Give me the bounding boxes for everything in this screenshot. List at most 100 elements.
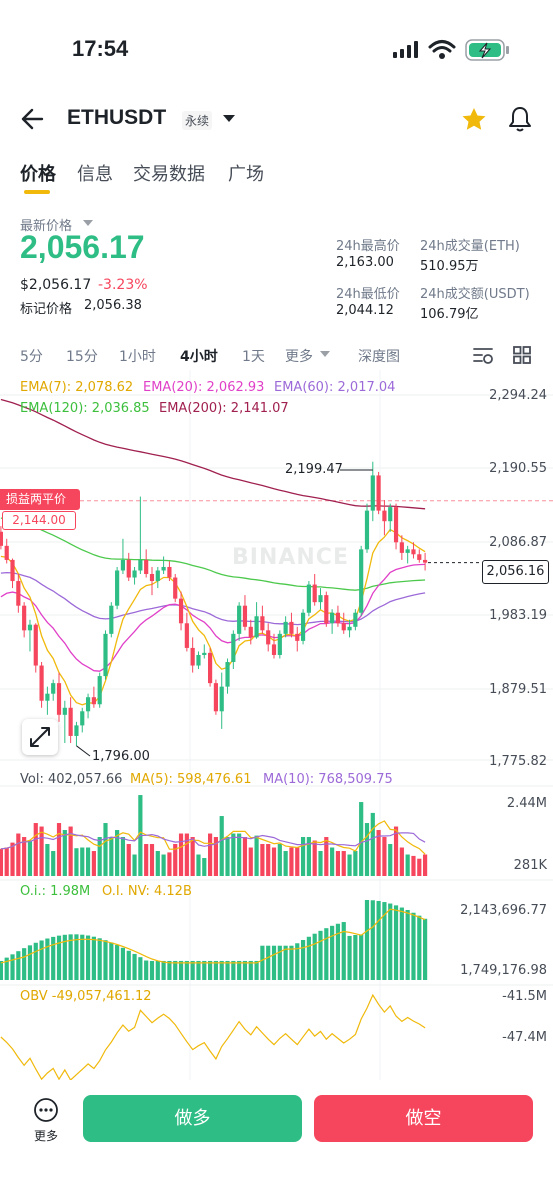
mark-price: 2,056.38: [84, 298, 142, 313]
volume-bar: [417, 858, 422, 876]
expand-icon: [30, 727, 50, 747]
oi-bar: [277, 945, 282, 980]
volume-bar: [248, 847, 253, 876]
interval-4h[interactable]: 4小时: [180, 349, 218, 365]
oi-bar: [388, 903, 393, 980]
favorite-star-icon[interactable]: [460, 106, 488, 132]
oi-bar: [359, 934, 364, 980]
kline-chart[interactable]: [0, 370, 553, 1080]
volume-bar: [353, 851, 358, 876]
candle-body: [109, 605, 114, 634]
long-button[interactable]: 做多: [83, 1095, 302, 1142]
back-arrow-icon[interactable]: [20, 107, 46, 131]
candle-body: [16, 581, 21, 606]
candle-body: [423, 559, 428, 563]
oi-bar: [347, 935, 352, 980]
candle-body: [213, 683, 218, 712]
candle-body: [202, 652, 207, 655]
pair-title[interactable]: ETHUSDT: [67, 106, 167, 129]
indicator-settings-icon[interactable]: [472, 345, 494, 365]
volume-bar: [254, 835, 259, 876]
interval-1d[interactable]: 1天: [242, 349, 265, 365]
candle-body: [289, 621, 294, 634]
candle-body: [324, 595, 329, 624]
candle-body: [56, 683, 62, 715]
latest-price-label[interactable]: 最新价格: [20, 219, 73, 234]
vol-axis-bottom: 281K: [513, 858, 547, 873]
volume-bar: [4, 847, 9, 876]
interval-5m[interactable]: 5分: [20, 349, 43, 365]
candle-body: [68, 707, 73, 736]
tab-price[interactable]: 价格: [20, 164, 56, 185]
candle-body: [260, 616, 265, 631]
volume-bar: [231, 833, 236, 876]
chevron-down-icon[interactable]: [222, 114, 236, 124]
candle-body: [359, 549, 364, 613]
price-axis-tick: 2,294.24: [489, 388, 547, 403]
price-axis-tick: 2,190.55: [489, 461, 547, 476]
depth-chart-tab[interactable]: 深度图: [358, 349, 400, 365]
oi-nv-line: [0, 908, 426, 964]
candle-body: [178, 598, 184, 624]
volume-bar: [149, 844, 155, 876]
short-button[interactable]: 做空: [314, 1095, 533, 1142]
more-button[interactable]: 更多: [28, 1097, 64, 1144]
candle-body: [399, 542, 404, 553]
ema20-label: EMA(20): 2,062.93: [143, 380, 265, 395]
volume-bar: [423, 854, 428, 876]
volume-bar: [382, 837, 387, 876]
bell-icon[interactable]: [507, 105, 533, 133]
vol-ma5-label: MA(5): 598,476.61: [130, 772, 252, 787]
candle-body: [132, 570, 137, 578]
interval-1h[interactable]: 1小时: [119, 349, 156, 365]
volume-bar: [330, 847, 335, 876]
candle-body: [370, 475, 375, 511]
oi-bar: [306, 936, 311, 980]
candle-body: [335, 612, 341, 624]
candle-body: [254, 616, 259, 638]
volume-bar: [370, 812, 375, 876]
candle-body: [196, 654, 201, 666]
tab-square[interactable]: 广场: [228, 164, 264, 185]
volume-bar: [225, 837, 230, 876]
volume-bar: [242, 837, 248, 876]
usd-price: $2,056.17: [20, 277, 92, 293]
volume-bar: [306, 837, 311, 876]
price-axis-tick: 1,879.51: [489, 682, 547, 697]
interval-15m[interactable]: 15分: [66, 349, 98, 365]
high-value: 2,163.00: [336, 255, 394, 270]
oi-bar: [91, 936, 96, 980]
volume-bar: [167, 852, 172, 876]
candle-body: [405, 549, 410, 553]
candle-body: [312, 584, 317, 603]
interval-more[interactable]: 更多: [285, 349, 313, 365]
candle-body: [271, 644, 277, 655]
volume-bar: [335, 851, 341, 876]
fullscreen-button[interactable]: [22, 719, 58, 755]
wifi-icon: [428, 40, 456, 59]
oi-bar: [196, 960, 201, 980]
tab-info[interactable]: 信息: [77, 164, 113, 185]
volume-bar: [68, 826, 73, 876]
tpsl-label[interactable]: 损益两平价: [0, 489, 80, 510]
volume-bar: [27, 840, 33, 876]
oi-bar: [178, 960, 184, 980]
candle-body: [167, 566, 172, 578]
candle-body: [184, 623, 189, 648]
volume-bar: [91, 851, 96, 876]
volume-bar: [45, 844, 50, 876]
candle-body: [39, 665, 44, 701]
vol-eth-value: 510.95万: [420, 259, 479, 274]
volume-bar: [144, 844, 149, 876]
oi-bar: [103, 940, 108, 980]
oi-bar: [45, 938, 50, 980]
vol-ma5-line: [0, 820, 426, 855]
oi-bar: [51, 936, 56, 980]
oi-bar: [289, 945, 294, 980]
layout-grid-icon[interactable]: [512, 345, 532, 365]
price-axis-tick: 2,086.87: [489, 535, 547, 550]
tab-trading-data[interactable]: 交易数据: [133, 164, 205, 185]
oi-bar: [225, 960, 230, 980]
volume-bar: [213, 837, 218, 876]
candle-body: [27, 624, 33, 631]
